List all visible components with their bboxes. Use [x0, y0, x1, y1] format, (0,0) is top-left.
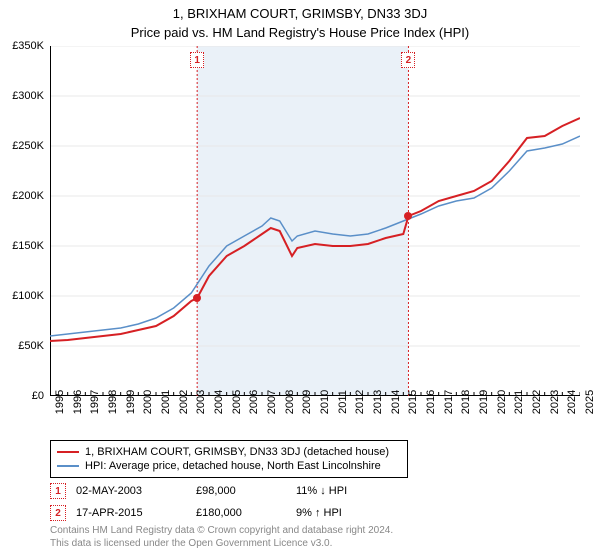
sale-row: 1 02-MAY-2003 £98,000 11% ↓ HPI	[50, 480, 580, 502]
xtick: 2023	[549, 390, 561, 414]
xtick: 2011	[337, 390, 349, 414]
sale-marker-icon: 2	[50, 505, 66, 521]
xtick: 2008	[284, 390, 296, 414]
xtick: 2014	[390, 390, 402, 414]
sale-date: 17-APR-2015	[76, 507, 186, 519]
sale-price: £98,000	[196, 485, 286, 497]
xtick: 1996	[72, 390, 84, 414]
legend-row-blue: HPI: Average price, detached house, Nort…	[57, 459, 401, 473]
ytick: £50K	[18, 340, 44, 352]
sale-marker-1: 1	[190, 52, 204, 68]
xtick: 2006	[248, 390, 260, 414]
ytick: £350K	[12, 40, 44, 52]
x-axis: 1995199619971998199920002001200220032004…	[50, 398, 580, 438]
sale-row: 2 17-APR-2015 £180,000 9% ↑ HPI	[50, 502, 580, 524]
xtick: 1998	[107, 390, 119, 414]
xtick: 2021	[513, 390, 525, 414]
xtick: 2002	[178, 390, 190, 414]
xtick: 2015	[407, 390, 419, 414]
legend-label-red: 1, BRIXHAM COURT, GRIMSBY, DN33 3DJ (det…	[85, 446, 389, 458]
plot-area: 12	[50, 46, 580, 396]
xtick: 2018	[460, 390, 472, 414]
xtick: 2016	[425, 390, 437, 414]
xtick: 1999	[125, 390, 137, 414]
xtick: 2009	[301, 390, 313, 414]
footer-line-1: Contains HM Land Registry data © Crown c…	[50, 524, 393, 537]
legend-swatch-blue	[57, 465, 79, 467]
ytick: £0	[32, 390, 44, 402]
legend-label-blue: HPI: Average price, detached house, Nort…	[85, 460, 381, 472]
xtick: 2001	[160, 390, 172, 414]
ytick: £300K	[12, 90, 44, 102]
sale-marker-icon: 1	[50, 483, 66, 499]
footer-line-2: This data is licensed under the Open Gov…	[50, 537, 393, 550]
xtick: 1997	[89, 390, 101, 414]
xtick: 2022	[531, 390, 543, 414]
sale-dot-2	[404, 212, 412, 220]
xtick: 1995	[54, 390, 66, 414]
sale-marker-2: 2	[401, 52, 415, 68]
xtick: 2024	[566, 390, 578, 414]
ytick: £100K	[12, 290, 44, 302]
legend: 1, BRIXHAM COURT, GRIMSBY, DN33 3DJ (det…	[50, 440, 408, 478]
xtick: 2004	[213, 390, 225, 414]
sale-date: 02-MAY-2003	[76, 485, 186, 497]
ytick: £150K	[12, 240, 44, 252]
chart-title: 1, BRIXHAM COURT, GRIMSBY, DN33 3DJ	[0, 0, 600, 21]
sale-diff: 9% ↑ HPI	[296, 507, 396, 519]
xtick: 2025	[584, 390, 596, 414]
ytick: £250K	[12, 140, 44, 152]
legend-swatch-red	[57, 451, 79, 453]
xtick: 2020	[496, 390, 508, 414]
footer: Contains HM Land Registry data © Crown c…	[50, 524, 393, 550]
xtick: 2017	[443, 390, 455, 414]
sale-dot-1	[193, 294, 201, 302]
sale-price: £180,000	[196, 507, 286, 519]
legend-row-red: 1, BRIXHAM COURT, GRIMSBY, DN33 3DJ (det…	[57, 445, 401, 459]
xtick: 2013	[372, 390, 384, 414]
sale-diff: 11% ↓ HPI	[296, 485, 396, 497]
ytick: £200K	[12, 190, 44, 202]
xtick: 2000	[142, 390, 154, 414]
xtick: 2003	[195, 390, 207, 414]
chart-subtitle: Price paid vs. HM Land Registry's House …	[0, 21, 600, 44]
chart-container: 1, BRIXHAM COURT, GRIMSBY, DN33 3DJ Pric…	[0, 0, 600, 560]
xtick: 2012	[354, 390, 366, 414]
xtick: 2010	[319, 390, 331, 414]
xtick: 2019	[478, 390, 490, 414]
y-axis: £0£50K£100K£150K£200K£250K£300K£350K	[0, 46, 48, 396]
sales-table: 1 02-MAY-2003 £98,000 11% ↓ HPI 2 17-APR-2015…	[50, 480, 580, 524]
xtick: 2005	[231, 390, 243, 414]
xtick: 2007	[266, 390, 278, 414]
